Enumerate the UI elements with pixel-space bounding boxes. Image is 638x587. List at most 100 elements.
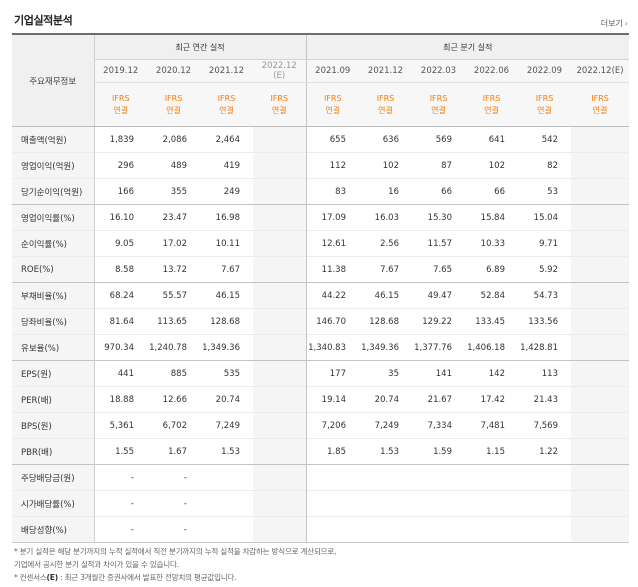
footnote-line: * 분기 실적은 해당 분기까지의 누적 실적에서 직전 분기까지의 누적 실적… — [14, 545, 336, 558]
estimate-cell — [253, 230, 307, 257]
header-row-groups: 주요재무정보 최근 연간 실적 최근 분기 실적 — [12, 34, 630, 127]
value-cell: 83 — [306, 178, 359, 205]
estimate-cell — [253, 204, 307, 231]
value-cell — [465, 516, 518, 543]
period-header: 2022.06 — [465, 59, 518, 83]
footnote-line: * 컨센서스(E) : 최근 3개월간 증권사에서 발표한 전망치의 평균값입니… — [14, 571, 336, 584]
estimate-period: 2022.12 — [576, 66, 612, 76]
value-cell: 12.66 — [147, 386, 200, 413]
value-cell: 15.84 — [465, 204, 518, 231]
basis-scope: 연결 — [592, 105, 608, 115]
value-cell: 7.67 — [359, 256, 412, 283]
value-cell — [412, 516, 465, 543]
value-cell: 129.22 — [412, 308, 465, 335]
basis-header: IFRS 연결 — [412, 82, 465, 127]
more-link[interactable]: 더보기 › — [601, 18, 628, 29]
chevron-right-icon: › — [624, 19, 628, 28]
estimate-cell — [571, 204, 630, 231]
table-row: 배당성향(%) - - — [12, 516, 630, 543]
basis-scope: 연결 — [166, 105, 181, 115]
value-cell: 35 — [359, 360, 412, 387]
footnote-text: * 분기 실적은 해당 분기까지의 누적 실적에서 직전 분기까지의 누적 실적… — [14, 547, 337, 556]
value-cell: 11.38 — [306, 256, 359, 283]
value-cell — [412, 464, 465, 491]
estimate-cell — [571, 230, 630, 257]
value-cell: 66 — [412, 178, 465, 205]
basis-standard: IFRS — [111, 93, 130, 103]
basis-standard: IFRS — [164, 93, 183, 103]
value-cell: 1,839 — [109, 134, 134, 145]
value-cell: 82 — [518, 152, 571, 179]
row-label: 순이익률(%) — [12, 230, 95, 257]
estimate-period-header: 2022.12(E) — [253, 59, 307, 83]
basis-scope: 연결 — [271, 105, 287, 115]
estimate-cell — [253, 308, 307, 335]
row-label: 당기순이익(억원) — [12, 178, 95, 205]
estimate-cell — [571, 516, 630, 543]
value-cell: 1,349.36 — [359, 334, 412, 361]
value-cell: 970.34 — [94, 334, 147, 361]
value-cell: 2,086 — [162, 134, 187, 145]
basis-scope: 연결 — [325, 105, 341, 115]
value-cell: 1,428.81 — [518, 334, 571, 361]
value-cell: 12.61 — [306, 230, 359, 257]
estimate-cell — [253, 360, 307, 387]
value-cell: 11.57 — [412, 230, 465, 257]
value-cell: 542 — [541, 134, 558, 145]
estimate-cell — [571, 126, 630, 153]
value-cell: - — [147, 490, 200, 517]
table-row: EPS(원) 441 885 535 177 35 141 142 113 — [12, 360, 630, 387]
period-header: 2021.12 — [200, 59, 253, 83]
value-cell: 20.74 — [359, 386, 412, 413]
period-header: 2020.12 — [147, 59, 200, 83]
estimate-cell — [253, 334, 307, 361]
value-cell: 6,702 — [147, 412, 200, 439]
value-cell: 52.84 — [465, 282, 518, 309]
basis-standard: IFRS — [376, 93, 395, 103]
value-cell: 15.30 — [412, 204, 465, 231]
value-cell: 21.67 — [412, 386, 465, 413]
value-cell: 535 — [200, 360, 253, 387]
estimate-cell — [571, 256, 630, 283]
value-cell: 54.73 — [518, 282, 571, 309]
value-cell: 1.85 — [306, 438, 359, 465]
header-row-periods: 2019.12 2020.12 2021.12 2022.12 (E) 2021.09 20… — [12, 59, 630, 83]
value-cell: 641 — [488, 134, 505, 145]
estimate-cell — [253, 126, 307, 153]
value-cell: 1.22 — [518, 438, 571, 465]
value-cell: 53 — [518, 178, 571, 205]
row-label: 시가배당률(%) — [12, 490, 95, 517]
value-cell: 7,249 — [200, 412, 253, 439]
table-row: 당기순이익(억원) 166 355 249 83 16 66 66 53 — [12, 178, 630, 205]
value-cell: 1.53 — [200, 438, 253, 465]
basis-standard: IFRS — [429, 93, 448, 103]
estimate-period-header: 2022.12(E) — [571, 59, 630, 83]
table-row: ROE(%) 8.58 13.72 7.67 11.38 7.67 7.65 6.89 5.92 — [12, 256, 630, 283]
value-cell: 355 — [147, 178, 200, 205]
value-cell: - — [147, 464, 200, 491]
value-cell: 6.89 — [465, 256, 518, 283]
value-cell: 9.05 — [94, 230, 147, 257]
value-cell: 7.67 — [200, 256, 253, 283]
value-cell: - — [94, 490, 147, 517]
basis-header: IFRS 연결 — [306, 82, 359, 127]
table-row: 매출액(억원) 1,839 2,086 2,464 655 636 569 641 542 — [12, 126, 630, 153]
table-row: 영업이익률(%) 16.10 23.47 16.98 17.09 16.03 15.30 15… — [12, 204, 630, 231]
value-cell: 55.57 — [147, 282, 200, 309]
basis-header: IFRS 연결 — [465, 82, 518, 127]
value-cell: 18.88 — [94, 386, 147, 413]
value-cell: 21.43 — [518, 386, 571, 413]
basis-standard: IFRS — [270, 93, 289, 103]
value-cell: 113 — [518, 360, 571, 387]
estimate-cell — [253, 256, 307, 283]
row-label: 당좌비율(%) — [12, 308, 95, 335]
value-cell: 1,340.83 — [306, 334, 359, 361]
estimate-cell — [571, 464, 630, 491]
value-cell — [306, 516, 359, 543]
value-cell: 1,240.78 — [147, 334, 200, 361]
estimate-cell — [571, 490, 630, 517]
footnotes: * 분기 실적은 해당 분기까지의 누적 실적에서 직전 분기까지의 누적 실적… — [14, 545, 336, 584]
basis-standard: IFRS — [482, 93, 501, 103]
value-cell: 141 — [412, 360, 465, 387]
value-cell — [359, 516, 412, 543]
